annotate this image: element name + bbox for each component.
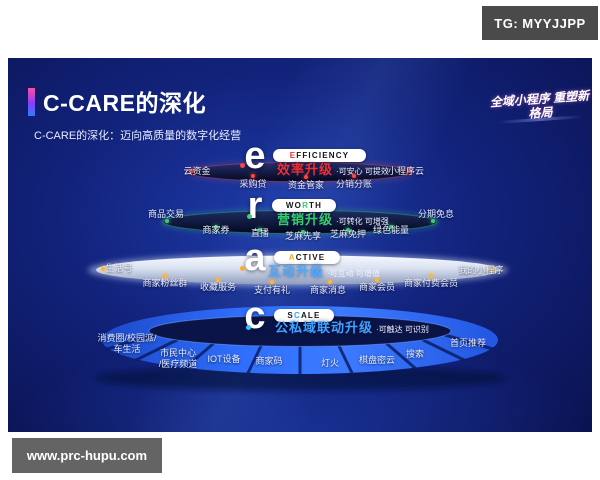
tier3-dot [101, 267, 105, 271]
tier2-dot [165, 219, 169, 223]
tier4-word-pre: S [287, 311, 294, 320]
title-accent-bar [28, 88, 35, 116]
tier3-upgrade-row: 互动升级 ·可互动 可增值 [268, 261, 380, 280]
tier1-letter: e [244, 135, 266, 177]
tier3-upgrade-label: 互动升级 [268, 264, 325, 279]
tier3-dot [429, 274, 433, 278]
tier2-upgrade-label: 营销升级 [277, 212, 334, 227]
tier1-upgrade-row: 效率升级 ·可安心 可提效 [277, 159, 389, 178]
tier3-item: 我的小程序 [458, 265, 504, 275]
tier3-word-pill: A CTIVE [274, 251, 340, 264]
tier3-word-highlight: A [288, 253, 296, 262]
tier2-word-highlight: R [302, 201, 310, 210]
tier1-word-highlight: E [289, 151, 297, 160]
tier3-item: 商家会员 [358, 282, 396, 292]
tier3-dot [216, 278, 220, 282]
tier1-dot [352, 174, 356, 178]
tier2-dot [301, 230, 305, 234]
tier4-item: 棋盘密云 [358, 355, 396, 365]
page-subtitle: C-CARE的深化：迈向高质量的数字化经营 [34, 130, 242, 142]
tg-watermark-badge: TG: MYYJJPP [482, 6, 598, 40]
tier4-upgrade-row: 公私域联动升级 ·可触达 可识别 [275, 317, 429, 336]
tier4-item: 首页推荐 [449, 338, 487, 348]
tier4-letter-dot [246, 325, 251, 330]
tier2-item: 直播 [250, 228, 270, 238]
tier1-word-pill: E FFICIENCY [273, 149, 366, 162]
tier3-dot [270, 280, 274, 284]
tier2-upgrade-row: 营销升级 ·可转化 可增强 [277, 209, 389, 228]
tier4-upgrade-tags: ·可触达 可识别 [376, 325, 429, 334]
tier1-letter-dot [240, 163, 245, 168]
tier4-letter: c [244, 295, 266, 337]
tier1-dot [251, 174, 255, 178]
tier1-item: 资金管家 [287, 180, 325, 190]
tier1-dot [304, 175, 308, 179]
tier2-dot [214, 225, 218, 229]
tier2-item: 芝麻免押 [329, 229, 367, 239]
tier3-dot [163, 274, 167, 278]
tier3-letter: a [244, 237, 266, 279]
page-title: C-CARE的深化 [43, 90, 206, 116]
tier2-item: 商品交易 [147, 209, 185, 219]
tier3-dot [328, 280, 332, 284]
tier3-dot [375, 278, 379, 282]
tier4-item: 灯火 [320, 358, 340, 368]
tier1-dot [190, 169, 194, 173]
tier2-letter-dot [247, 214, 252, 219]
tier4-upgrade-label: 公私域联动升级 [275, 320, 374, 335]
tier2-dot [258, 228, 262, 232]
tier4-word-highlight: C [293, 311, 301, 320]
tier2-dot [346, 228, 350, 232]
tier3-item: 商家粉丝群 [142, 278, 188, 288]
tier3-upgrade-tags: ·可互动 可增值 [327, 269, 380, 278]
tier3-item: 收藏服务 [199, 282, 237, 292]
tier1-item: 采购贷 [239, 179, 267, 189]
tier4-item: 商家码 [255, 356, 283, 366]
tier2-word-pre: WO [285, 201, 303, 210]
tier4-word-post: ALE [300, 311, 321, 320]
tier3-item: 支付有礼 [253, 285, 291, 295]
tier2-upgrade-tags: ·可转化 可增强 [336, 217, 389, 226]
tier3-word-post: CTIVE [295, 253, 326, 262]
tier4-word-pill: S C ALE [274, 309, 334, 322]
tier3-item: 商家消息 [309, 285, 347, 295]
tier2-item: 绿色能量 [372, 225, 410, 235]
tier4-item: 消费圈/校园派/ 车生活 [97, 333, 157, 354]
tier4-item: IOT设备 [207, 354, 241, 364]
tier1-word-post: FFICIENCY [296, 151, 350, 160]
tier1-dot [407, 169, 411, 173]
site-watermark-badge: www.prc-hupu.com [12, 438, 162, 473]
tier3-item: 商家付费会员 [403, 278, 459, 288]
tier3-item: 生活号 [105, 263, 133, 273]
tier1-upgrade-label: 效率升级 [277, 162, 334, 177]
tier2-item: 芝麻先享 [284, 231, 322, 241]
tier3-dot [490, 267, 494, 271]
tier4-item: 搜索 [405, 349, 425, 359]
tier2-letter: r [247, 185, 263, 227]
tier2-item: 分期免息 [417, 209, 455, 219]
tier2-dot [431, 219, 435, 223]
tier2-dot [389, 225, 393, 229]
tier1-item: 小程序云 [387, 166, 425, 176]
tier2-item: 商家券 [202, 225, 230, 235]
tier2-word-pill: WO R TH [272, 199, 336, 212]
tier4-item: 市民中心 /医疗频道 [158, 348, 198, 369]
tier1-upgrade-tags: ·可安心 可提效 [336, 167, 389, 176]
tier2-word-post: TH [309, 201, 323, 210]
tier1-item: 云资金 [183, 166, 211, 176]
tier3-letter-dot [240, 266, 245, 271]
tier1-item: 分销分账 [335, 179, 373, 189]
